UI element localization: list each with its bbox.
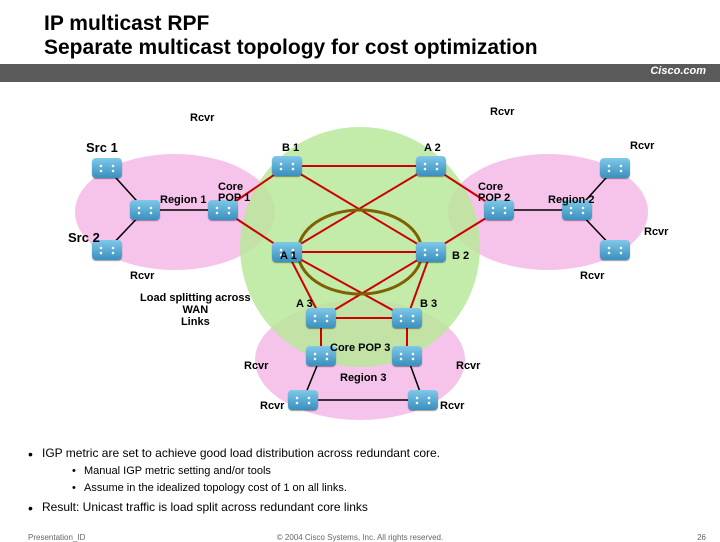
sub-bullet-item: Manual IGP metric setting and/or tools <box>72 465 692 477</box>
label-B2: B 2 <box>452 250 469 262</box>
brand-bar: Cisco.com <box>0 64 720 82</box>
label-Rcvr: Rcvr <box>190 112 214 124</box>
bullet-list: IGP metric are set to achieve good load … <box>0 432 720 514</box>
title-line-2: Separate multicast topology for cost opt… <box>44 36 538 59</box>
label-Rcvr: Rcvr <box>630 140 654 152</box>
router-c_B2 <box>416 242 446 262</box>
label-Rcvr: Rcvr <box>440 400 464 412</box>
label-Rcvr: Rcvr <box>130 270 154 282</box>
topology-diagram: Rcvr Rcvr Src 1 Rcvr Src 2 Rcvr Rcvr Rcvr Rcvr Rc… <box>0 82 720 432</box>
router-r1_nw <box>92 158 122 178</box>
label-Src2: Src 2 <box>68 230 100 245</box>
label-B3: B 3 <box>420 298 437 310</box>
load-split-note: Load splitting acrossWANLinks <box>140 292 251 328</box>
label-B1: B 1 <box>282 142 299 154</box>
label-Rcvr: Rcvr <box>244 360 268 372</box>
label-Rcvr: Rcvr <box>580 270 604 282</box>
router-r1_w <box>130 200 160 220</box>
label-Region2: Region 2 <box>548 194 594 206</box>
bullet-item: Result: Unicast traffic is load split ac… <box>28 500 692 514</box>
brand-text: Cisco.com <box>650 65 706 77</box>
bullet-item: IGP metric are set to achieve good load … <box>28 446 692 494</box>
label-CorePOP1: CorePOP 1 <box>218 182 250 204</box>
label-CorePOP3: Core POP 3 <box>330 342 390 354</box>
label-A2: A 2 <box>424 142 441 154</box>
router-r3_e <box>392 346 422 366</box>
router-r3_se <box>408 390 438 410</box>
label-Rcvr: Rcvr <box>644 226 668 238</box>
label-CorePOP2: CorePOP 2 <box>478 182 510 204</box>
label-A1: A 1 <box>280 250 297 262</box>
router-r2_ne <box>600 158 630 178</box>
label-Region1: Region 1 <box>160 194 206 206</box>
router-r2_se <box>600 240 630 260</box>
router-c_A2 <box>416 156 446 176</box>
label-Rcvr: Rcvr <box>260 400 284 412</box>
label-Src1: Src 1 <box>86 140 118 155</box>
label-Region3: Region 3 <box>340 372 386 384</box>
footer-copyright: © 2004 Cisco Systems, Inc. All rights re… <box>0 533 720 542</box>
label-A3: A 3 <box>296 298 313 310</box>
router-c_B1 <box>272 156 302 176</box>
router-c_B3 <box>392 308 422 328</box>
title-line-1: IP multicast RPF <box>44 12 209 35</box>
footer-page-number: 26 <box>697 533 706 542</box>
label-Rcvr: Rcvr <box>456 360 480 372</box>
label-Rcvr: Rcvr <box>490 106 514 118</box>
router-r3_sw <box>288 390 318 410</box>
router-c_A3 <box>306 308 336 328</box>
sub-bullet-item: Assume in the idealized topology cost of… <box>72 482 692 494</box>
slide-title: IP multicast RPF Separate multicast topo… <box>0 0 720 64</box>
